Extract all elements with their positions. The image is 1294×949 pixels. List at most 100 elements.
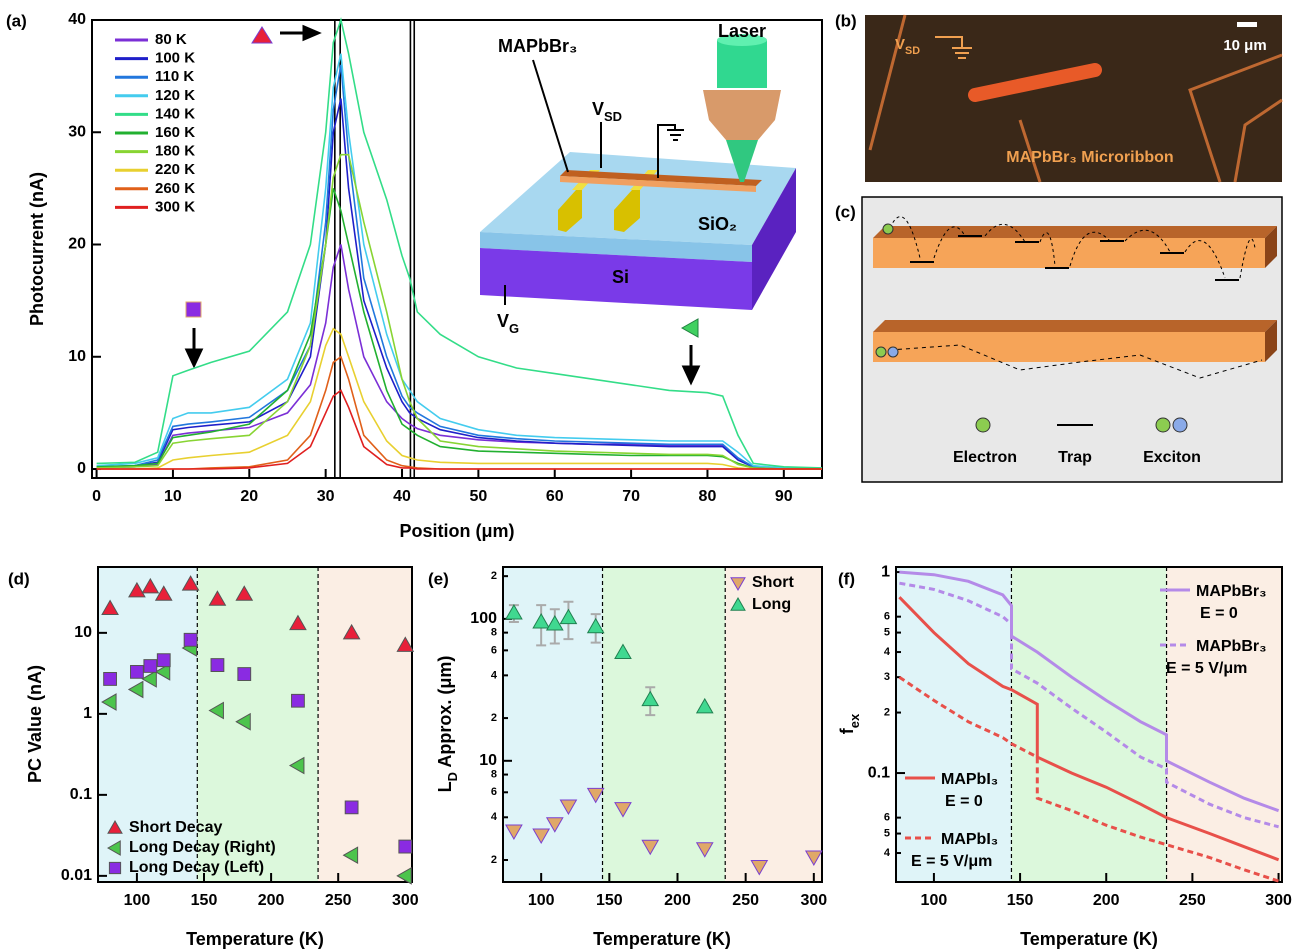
panel-label: (c) [835, 202, 856, 221]
x-axis-label: Temperature (K) [593, 929, 731, 949]
y-tick-label: 2 [491, 712, 497, 724]
series-line [97, 329, 822, 469]
x-tick-label: 0 [92, 488, 101, 505]
legend-swatch [109, 862, 120, 873]
panel-label: (a) [6, 11, 27, 30]
legend-label: 180 K [155, 143, 195, 160]
bar-top [873, 226, 1277, 238]
text-part: L [435, 781, 455, 792]
data-point [345, 801, 358, 814]
annotation: VG [497, 311, 519, 336]
data-point [292, 694, 305, 707]
text-part: MAPbBr₃ [498, 36, 577, 56]
text-part: Laser [718, 21, 766, 41]
scale-bar [1237, 22, 1257, 27]
legend-label: 80 K [155, 31, 187, 48]
caption: MAPbBr₃ Microribbon [1006, 149, 1173, 166]
y-axis-label: Photocurrent (nA) [27, 172, 47, 326]
y-tick-label: 40 [68, 11, 86, 28]
chart-panel: (e)10015020025030024681024681002Temperat… [428, 567, 827, 949]
y-tick-label: 4 [884, 847, 891, 859]
panel-label: (b) [835, 11, 857, 30]
annotation: Laser [718, 21, 766, 41]
x-tick-label: 250 [1179, 892, 1206, 909]
x-tick-label: 200 [258, 892, 285, 909]
data-point [131, 665, 144, 678]
y-tick-label: 5 [884, 626, 890, 638]
figure: (b) VSD 10 μm MAPbBr₃ Microribbon (c) El… [0, 0, 1294, 949]
y-tick-label: 10 [74, 624, 92, 641]
legend-electron [976, 418, 990, 432]
data-point [144, 660, 157, 673]
legend-label: 110 K [155, 68, 194, 85]
x-tick-label: 200 [664, 892, 691, 909]
legend-label: 140 K [155, 105, 195, 122]
legend-label: E = 5 V/μm [911, 853, 992, 870]
text-part: Approx. (μm) [435, 656, 455, 772]
y-tick-label: 8 [491, 627, 497, 639]
objective [703, 90, 781, 140]
legend-label: Electron [953, 449, 1017, 466]
panel-label: (e) [428, 569, 449, 588]
panel-b: (b) VSD 10 μm MAPbBr₃ Microribbon [835, 11, 1282, 182]
x-axis-label: Position (μm) [399, 521, 514, 541]
y-tick-label: 10 [68, 348, 86, 365]
y-tick-label: 2 [491, 854, 497, 866]
legend-label: Short Decay [129, 819, 222, 836]
legend-label: MAPbBr₃ [1196, 583, 1267, 600]
region [603, 567, 726, 882]
data-point [211, 659, 224, 672]
y-tick-label: 4 [884, 646, 891, 658]
text-part: SD [604, 109, 622, 124]
y-tick-label: 6 [491, 644, 497, 656]
legend-label: Trap [1058, 449, 1092, 466]
legend-label: 120 K [155, 87, 195, 104]
x-tick-label: 100 [528, 892, 555, 909]
y-axis-label: fex [837, 713, 862, 734]
scale-label: 10 μm [1223, 37, 1266, 54]
x-tick-label: 100 [921, 892, 948, 909]
x-tick-label: 300 [392, 892, 419, 909]
bar-top [873, 320, 1277, 332]
region [318, 567, 412, 882]
legend-label: 160 K [155, 124, 195, 141]
y-tick-label: 6 [884, 611, 890, 623]
y-tick-label: 30 [68, 123, 86, 140]
y-tick-label: 10 [479, 752, 497, 769]
x-tick-label: 150 [596, 892, 623, 909]
y-tick-label: 0.1 [70, 786, 92, 803]
series-line [97, 390, 822, 469]
legend-label: MAPbI₃ [941, 831, 998, 848]
y-tick-label: 4 [491, 811, 498, 823]
legend-label: 300 K [155, 198, 195, 215]
x-tick-label: 250 [325, 892, 352, 909]
text-part: G [509, 321, 519, 336]
x-tick-label: 40 [393, 488, 411, 505]
arrow [684, 345, 698, 382]
legend-label: 260 K [155, 180, 195, 197]
y-tick-label: 100 [470, 610, 497, 627]
region [725, 567, 822, 882]
x-tick-label: 50 [469, 488, 487, 505]
x-tick-label: 150 [191, 892, 218, 909]
y-axis-label: LD Approx. (μm) [435, 656, 460, 793]
y-tick-label: 0.01 [61, 867, 92, 884]
legend-exciton [1156, 418, 1170, 432]
x-axis-label: Temperature (K) [1020, 929, 1158, 949]
x-tick-label: 70 [622, 488, 640, 505]
text-part: SiO₂ [698, 214, 737, 234]
y-tick-label: 3 [884, 671, 890, 683]
y-tick-label: 4 [491, 669, 498, 681]
legend-label: Long [752, 596, 791, 613]
pointer [533, 60, 568, 172]
x-tick-label: 10 [164, 488, 182, 505]
legend-label: E = 5 V/μm [1166, 660, 1247, 677]
text-part: V [895, 36, 905, 53]
data-point [184, 633, 197, 646]
data-point [238, 668, 251, 681]
legend-label: Exciton [1143, 449, 1201, 466]
x-tick-label: 300 [800, 892, 827, 909]
electron [883, 224, 893, 234]
legend-label: 100 K [155, 50, 195, 67]
x-tick-label: 20 [240, 488, 258, 505]
